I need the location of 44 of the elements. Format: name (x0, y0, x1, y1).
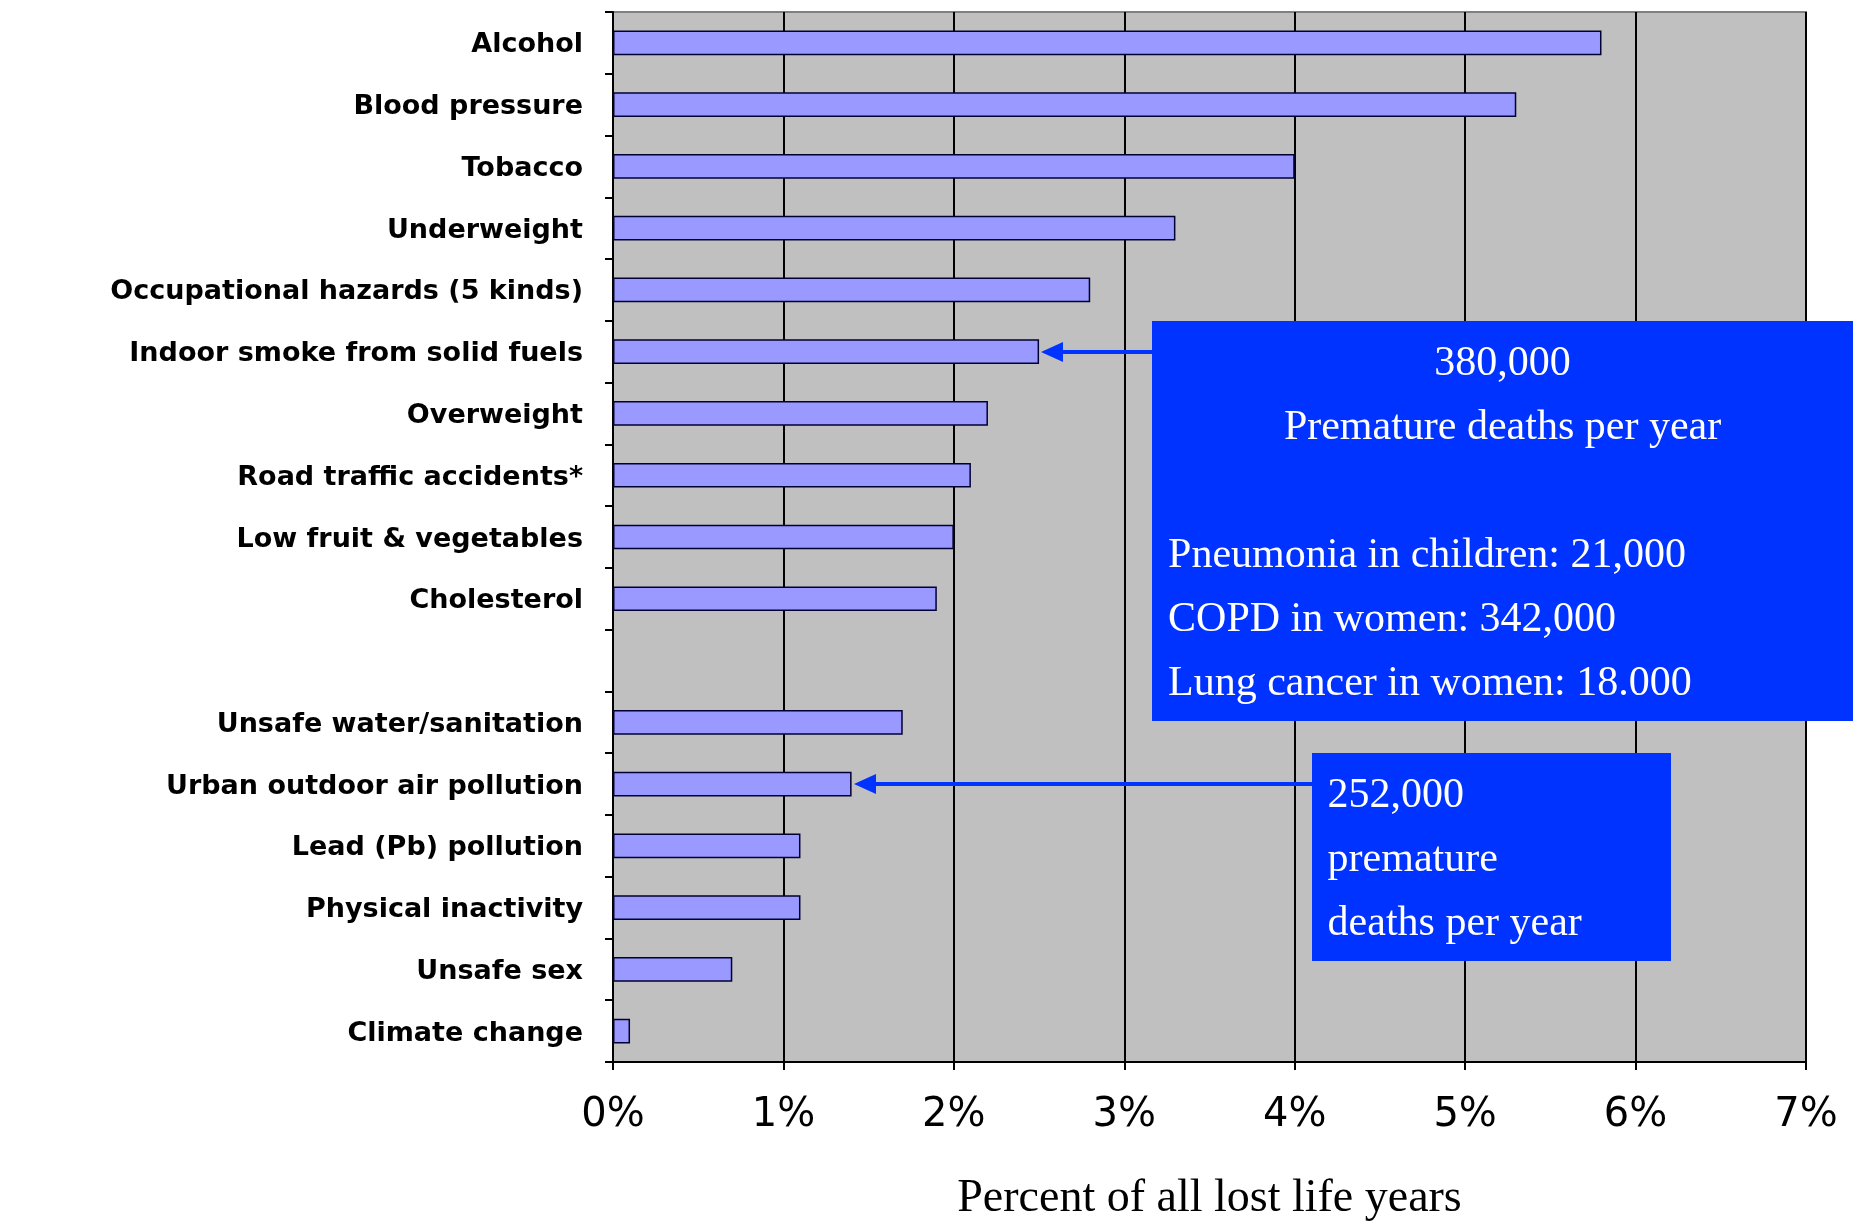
callout-box: 252,000 premature deaths per year (1311, 753, 1671, 962)
bar (613, 833, 801, 859)
x-tick-label: 2% (922, 1089, 986, 1135)
y-tick-label: Low fruit & vegetables (236, 521, 583, 553)
bar (613, 524, 954, 550)
x-tick-label: 3% (1092, 1089, 1157, 1135)
y-tick-label: Road traffic accidents* (237, 459, 583, 491)
bar (613, 154, 1295, 179)
annotation: 252,000 premature deaths per year (1327, 769, 1583, 947)
bar (613, 277, 1091, 303)
bar (613, 895, 801, 920)
y-tick-label: Underweight (386, 212, 584, 244)
y-tick-label: Unsafe water/sanitation (216, 706, 583, 738)
y-tick-label: Climate change (347, 1015, 583, 1047)
bar (613, 957, 733, 982)
y-tick-label: Occupational hazards (5 kinds) (110, 274, 583, 306)
y-tick-label: Indoor smoke from solid fuels (129, 336, 583, 368)
x-tick-label: 0% (581, 1089, 645, 1135)
callout-box: 380,000 Premature deaths per year Pneumonia in children: 21,000 COPD in women: 342,000 Lung cancer in women: 18.000 (1152, 320, 1853, 721)
y-tick-label: Tobacco (461, 150, 583, 182)
bar (613, 1018, 631, 1044)
y-tick-label: Blood pressure (353, 89, 583, 121)
y-tick-label: Unsafe sex (416, 953, 583, 985)
bar (613, 92, 1517, 117)
y-tick-label: Cholesterol (409, 583, 583, 615)
y-tick-label: Physical inactivity (305, 892, 584, 924)
bar (613, 401, 988, 426)
y-tick-label: Alcohol (471, 27, 583, 59)
y-tick-label: Overweight (406, 397, 584, 429)
x-tick-label: 6% (1603, 1089, 1668, 1135)
annotation: 380,000 Premature deaths per year (1282, 336, 1723, 450)
x-axis-title: Percent of all lost life years (957, 1169, 1462, 1221)
x-tick-label: 4% (1262, 1089, 1327, 1135)
bar (613, 462, 971, 488)
bar (613, 586, 937, 612)
bar (613, 709, 903, 735)
x-tick-label: 5% (1433, 1089, 1497, 1135)
x-tick-label: 1% (751, 1089, 816, 1135)
y-tick-label: Urban outdoor air pollution (166, 768, 583, 800)
y-tick-label: Lead (Pb) pollution (291, 830, 583, 862)
bar (613, 215, 1176, 241)
bar (613, 30, 1602, 56)
annotation: Pneumonia in children: 21,000 COPD in women: 342,000 Lung cancer in women: 18.000 (1168, 528, 1693, 706)
x-tick-label: 7% (1774, 1089, 1838, 1135)
